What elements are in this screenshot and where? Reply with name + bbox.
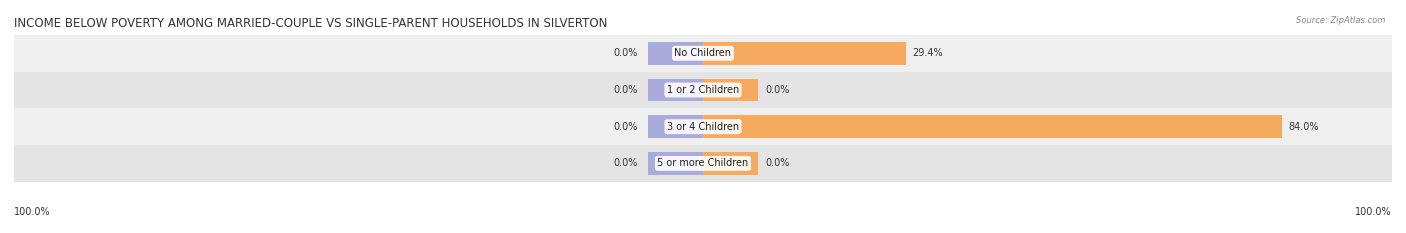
Bar — [14, 72, 1392, 108]
Bar — [703, 115, 1282, 138]
Bar — [14, 108, 1392, 145]
Text: 84.0%: 84.0% — [1289, 122, 1319, 132]
Text: 0.0%: 0.0% — [613, 85, 637, 95]
Text: 0.0%: 0.0% — [613, 158, 637, 168]
Text: 29.4%: 29.4% — [912, 48, 943, 58]
Text: 0.0%: 0.0% — [765, 158, 789, 168]
Text: 5 or more Children: 5 or more Children — [658, 158, 748, 168]
Bar — [703, 42, 905, 65]
Bar — [703, 152, 758, 175]
Bar — [648, 152, 703, 175]
Bar — [14, 145, 1392, 182]
Bar — [648, 115, 703, 138]
Text: 1 or 2 Children: 1 or 2 Children — [666, 85, 740, 95]
Bar — [648, 79, 703, 101]
Text: 100.0%: 100.0% — [14, 207, 51, 217]
Text: Source: ZipAtlas.com: Source: ZipAtlas.com — [1295, 16, 1385, 25]
Text: 3 or 4 Children: 3 or 4 Children — [666, 122, 740, 132]
Text: INCOME BELOW POVERTY AMONG MARRIED-COUPLE VS SINGLE-PARENT HOUSEHOLDS IN SILVERT: INCOME BELOW POVERTY AMONG MARRIED-COUPL… — [14, 17, 607, 30]
Text: 0.0%: 0.0% — [613, 48, 637, 58]
Text: 0.0%: 0.0% — [613, 122, 637, 132]
Bar — [703, 79, 758, 101]
Text: No Children: No Children — [675, 48, 731, 58]
Bar — [14, 35, 1392, 72]
Text: 100.0%: 100.0% — [1355, 207, 1392, 217]
Text: 0.0%: 0.0% — [765, 85, 789, 95]
Bar — [648, 42, 703, 65]
